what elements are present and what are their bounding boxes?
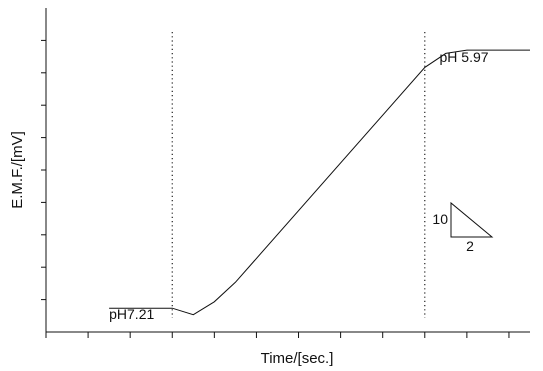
axes	[41, 8, 530, 338]
scale-triangle-height-label: 10	[432, 211, 448, 227]
annotations-layer: pH7.21 pH 5.97	[109, 49, 489, 322]
vertical-lines-layer	[171, 32, 426, 318]
scale-triangle-shape	[450, 201, 494, 238]
scale-triangle-base-label: 2	[466, 238, 474, 254]
labels-layer: E.M.F./[mV] Time/[sec.]	[9, 131, 333, 367]
series-line	[109, 49, 530, 316]
x-axis-label: Time/[sec.]	[261, 350, 334, 367]
ph-annotation: pH7.21	[109, 306, 154, 322]
y-axis-label: E.M.F./[mV]	[9, 131, 26, 209]
ph-annotation: pH 5.97	[440, 49, 489, 65]
series-layer	[109, 49, 530, 316]
scale-triangle: 10 2	[432, 201, 494, 254]
